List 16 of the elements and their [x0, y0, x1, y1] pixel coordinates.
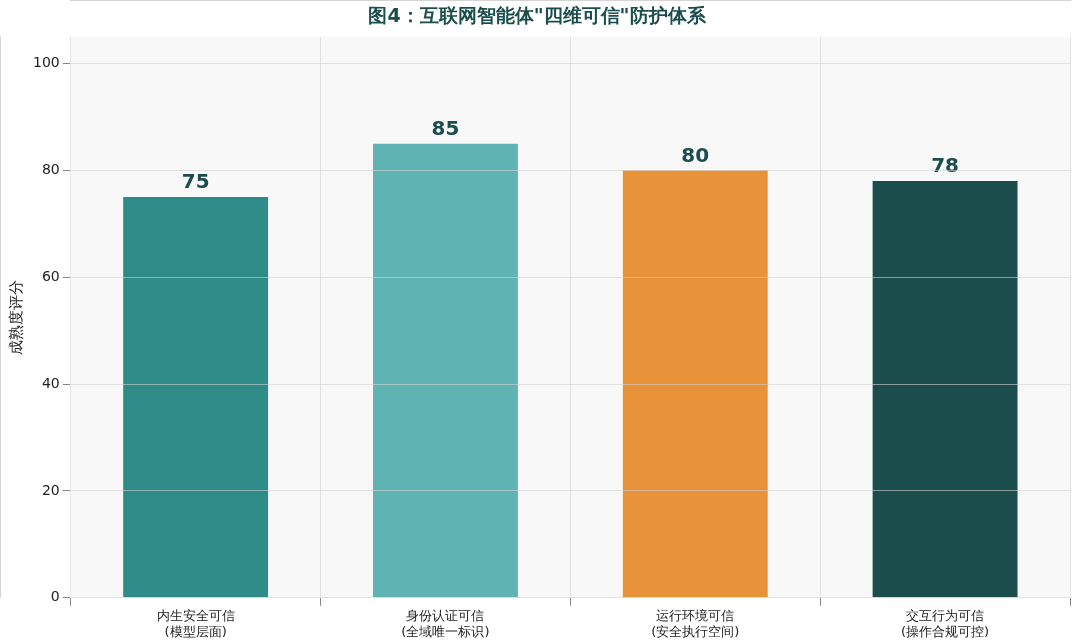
y-tick-label: 0 [50, 588, 60, 605]
y-tick-label: 20 [41, 481, 60, 498]
y-axis-title: 成熟度评分 [6, 279, 25, 355]
chart-title: 图4：互联网智能体"四维可信"防护体系 [368, 4, 707, 27]
x-tick-label: 身份认证可信 (全域唯一标识) [401, 607, 490, 639]
x-tick-label: 运行环境可信 (安全执行空间) [651, 607, 740, 639]
data-label: 85 [431, 115, 460, 140]
data-label: 80 [681, 142, 710, 167]
y-tick-label: 80 [41, 161, 60, 178]
y-tick-label: 60 [41, 267, 60, 284]
x-tick-label: 内生安全可信 (模型层面) [156, 607, 235, 639]
y-tick-label: 40 [41, 374, 60, 391]
y-tick-label: 100 [32, 54, 60, 71]
data-label: 75 [181, 169, 210, 194]
x-tick-label: 交互行为可信 (操作合规可控) [901, 607, 990, 639]
data-label: 78 [931, 153, 960, 178]
